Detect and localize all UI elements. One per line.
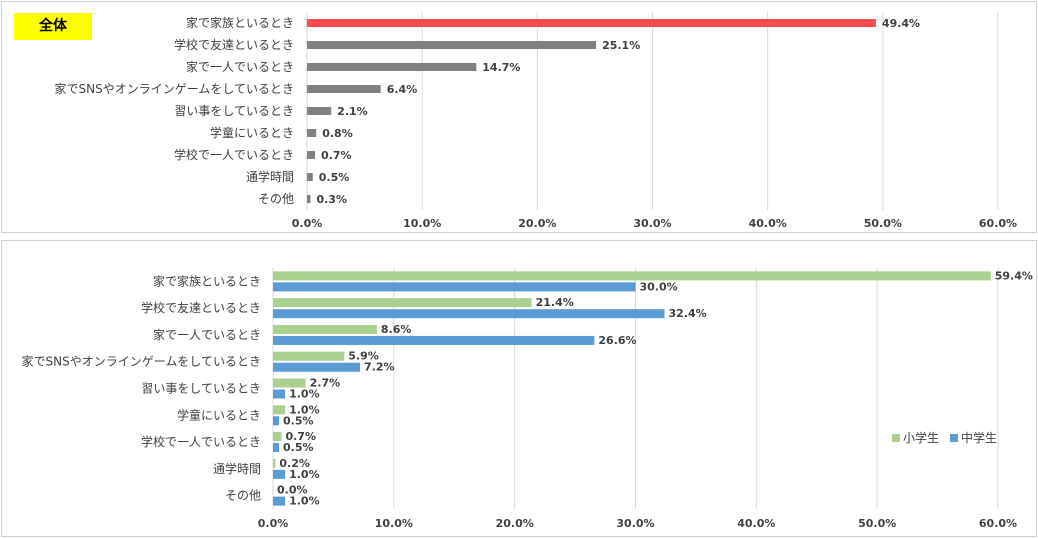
bar-elementary [273, 271, 991, 281]
legend-label-middle: 中学生 [961, 430, 997, 445]
data-label-elementary: 2.7% [310, 377, 341, 390]
overall-badge: 全体 [14, 13, 92, 40]
data-label: 25.1% [602, 39, 640, 52]
bar [307, 173, 313, 181]
bar-elementary [273, 405, 286, 415]
data-label-middle: 30.0% [640, 280, 678, 293]
category-label: 家でSNSやオンラインゲームをしているとき [22, 354, 262, 369]
category-label: 学校で一人でいるとき [174, 147, 294, 162]
bar-elementary [273, 378, 306, 388]
data-label: 6.4% [387, 83, 418, 96]
x-tick-label: 10.0% [375, 517, 413, 530]
data-label-elementary: 1.0% [289, 403, 320, 416]
data-label-middle: 7.2% [364, 361, 395, 374]
bar [307, 41, 597, 49]
bar [307, 19, 876, 27]
x-tick-label: 10.0% [403, 217, 441, 230]
bar-middle [273, 362, 360, 372]
data-label-elementary: 0.0% [277, 484, 308, 497]
data-label-middle: 32.4% [669, 307, 707, 320]
data-label-middle: 1.0% [289, 388, 320, 401]
category-label: 通学時間 [246, 169, 294, 184]
bar-middle [273, 282, 636, 292]
x-tick-label: 60.0% [979, 517, 1017, 530]
legend-label-elementary: 小学生 [903, 430, 939, 445]
bar-elementary [273, 458, 276, 468]
grade-comparison-bar-chart: 0.0% 10.0% 20.0% 30.0% 40.0% 50.0% 60.0% 家で家族とい… [22, 268, 1033, 530]
x-tick-label: 0.0% [258, 517, 289, 530]
bar-middle [273, 443, 280, 453]
data-label-middle: 26.6% [598, 334, 636, 347]
category-label: 家で家族といるとき [153, 273, 261, 288]
x-tick-label: 20.0% [496, 517, 534, 530]
category-label: 通学時間 [213, 461, 261, 476]
bar-elementary [273, 432, 282, 442]
overall-bar-chart: 0.0% 10.0% 20.0% 30.0% 40.0% 50.0% 60.0% 家で家族とい… [55, 12, 1017, 230]
data-label: 0.3% [316, 193, 347, 206]
bar-elementary [273, 324, 377, 334]
x-tick-label: 60.0% [979, 217, 1017, 230]
bar-middle [273, 416, 280, 426]
category-label: その他 [225, 489, 261, 503]
category-label: 学童にいるとき [177, 407, 261, 422]
category-label: 習い事をしているとき [174, 104, 294, 118]
data-label-elementary: 59.4% [995, 269, 1033, 282]
bar-middle [273, 496, 286, 506]
bar-middle [273, 309, 665, 319]
category-label: 学校で友達といるとき [141, 300, 261, 315]
x-tick-label: 30.0% [616, 517, 654, 530]
bar [307, 107, 332, 115]
category-label: 学校で一人でいるとき [141, 434, 261, 449]
bar [307, 195, 311, 203]
category-label: 家でSNSやオンラインゲームをしているとき [55, 81, 295, 96]
bar-middle [273, 389, 286, 399]
data-label-middle: 1.0% [289, 495, 320, 508]
bar [307, 63, 477, 71]
data-label-middle: 1.0% [289, 468, 320, 481]
x-tick-label: 50.0% [858, 517, 896, 530]
data-label-elementary: 21.4% [536, 296, 574, 309]
category-label: その他 [258, 192, 294, 206]
data-label: 14.7% [482, 61, 520, 74]
x-tick-label: 40.0% [737, 517, 775, 530]
data-label-middle: 0.5% [283, 414, 314, 427]
bar-middle [273, 335, 595, 345]
category-label: 学校で友達といるとき [174, 37, 294, 52]
bar-middle [273, 469, 286, 479]
bar [307, 151, 316, 159]
overall-chart-panel: 全体 0.0% 10.0% 20.0% 30.0% 40.0% 50.0% 60.0% 家で家… [1, 1, 1037, 233]
category-label: 家で家族といるとき [186, 15, 294, 30]
category-label: 学童にいるとき [210, 125, 294, 140]
x-tick-label: 50.0% [864, 217, 902, 230]
data-label-elementary: 0.7% [285, 430, 316, 443]
x-tick-label: 20.0% [518, 217, 556, 230]
data-label-middle: 0.5% [283, 441, 314, 454]
data-label: 2.1% [337, 105, 368, 118]
bar [307, 85, 381, 93]
category-label: 家で一人でいるとき [153, 327, 261, 342]
data-label: 0.8% [322, 127, 353, 140]
x-tick-label: 0.0% [292, 217, 323, 230]
bar [307, 129, 317, 137]
grade-comparison-chart-panel: 0.0% 10.0% 20.0% 30.0% 40.0% 50.0% 60.0% 家で家族とい… [1, 240, 1037, 537]
x-tick-label: 40.0% [749, 217, 787, 230]
data-label-elementary: 0.2% [279, 457, 310, 470]
category-label: 習い事をしているとき [141, 382, 261, 396]
data-label: 0.7% [321, 149, 352, 162]
legend-swatch-middle [950, 434, 958, 442]
x-tick-label: 30.0% [633, 217, 671, 230]
data-label-elementary: 8.6% [381, 323, 412, 336]
bar-elementary [273, 298, 532, 308]
data-label: 49.4% [882, 17, 920, 30]
category-label: 家で一人でいるとき [186, 59, 294, 74]
data-label-elementary: 5.9% [348, 350, 379, 363]
bar-elementary [273, 351, 345, 361]
legend-swatch-elementary [892, 434, 900, 442]
data-label: 0.5% [319, 171, 350, 184]
